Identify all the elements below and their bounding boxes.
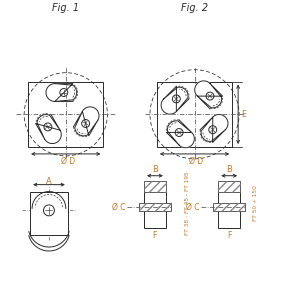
Text: Ø C: Ø C (186, 203, 199, 212)
Bar (144, 211, 166, 228)
Bar (218, 181, 240, 192)
Polygon shape (36, 114, 61, 144)
Bar (144, 181, 166, 192)
Bar (157, 82, 232, 147)
Bar (213, 204, 245, 211)
Text: B: B (226, 165, 232, 174)
Text: F: F (227, 231, 231, 240)
Polygon shape (73, 107, 99, 136)
Text: Ø C: Ø C (112, 203, 125, 212)
Text: FT 38 - FT 45 - FT 195: FT 38 - FT 45 - FT 195 (185, 172, 190, 235)
Polygon shape (195, 81, 223, 109)
Polygon shape (166, 120, 194, 148)
Bar (218, 192, 240, 204)
Text: E: E (241, 110, 246, 119)
Text: Fig. 1: Fig. 1 (52, 3, 79, 13)
Text: FT 50 ÷ 150: FT 50 ÷ 150 (253, 185, 258, 221)
Bar (218, 181, 240, 192)
Text: B: B (152, 165, 158, 174)
Bar (218, 211, 240, 228)
Bar (139, 204, 171, 211)
Polygon shape (46, 84, 77, 101)
Polygon shape (161, 86, 189, 114)
Bar (139, 204, 171, 211)
Polygon shape (200, 114, 228, 142)
Bar (144, 192, 166, 204)
Text: A: A (46, 177, 52, 186)
Text: Fig. 2: Fig. 2 (181, 3, 208, 13)
Text: Ø D: Ø D (61, 157, 75, 166)
Text: Ø D: Ø D (189, 157, 204, 166)
Bar (28, 82, 104, 147)
Bar (213, 204, 245, 211)
Bar (30, 192, 68, 235)
Text: F: F (153, 231, 157, 240)
Bar (144, 181, 166, 192)
